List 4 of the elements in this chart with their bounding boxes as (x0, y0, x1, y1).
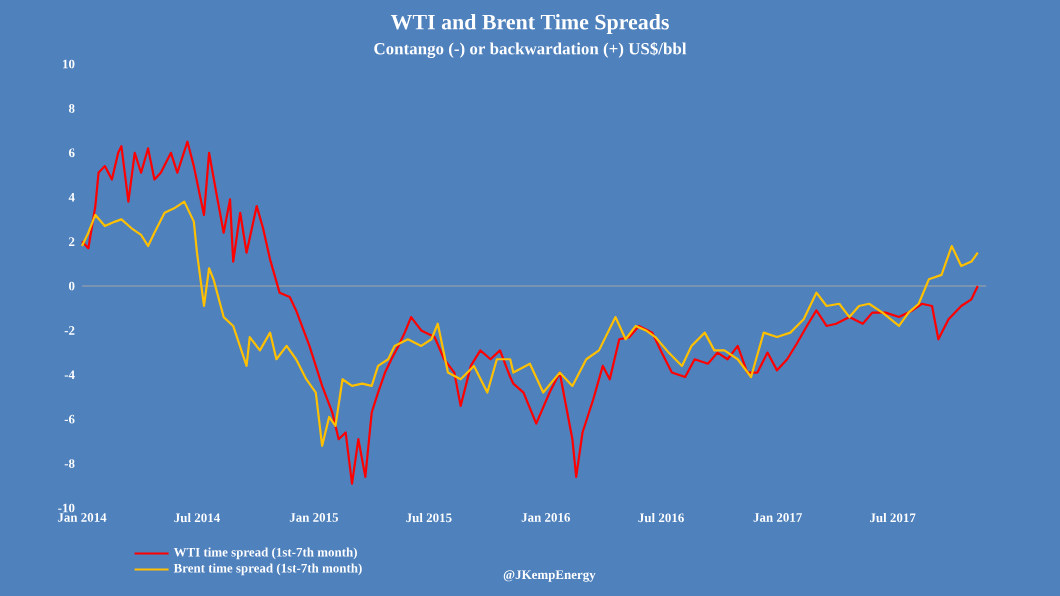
line-series (80, 200, 979, 447)
line-series (80, 140, 979, 485)
chart-title: WTI and Brent Time Spreads (390, 14, 669, 34)
chart-subtitle: Contango (-) or backwardation (+) US$/bbl (374, 42, 687, 59)
